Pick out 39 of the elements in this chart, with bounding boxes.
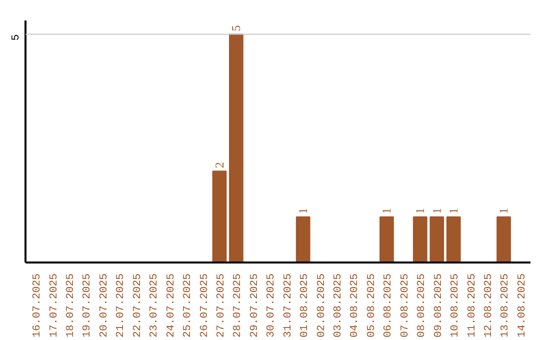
data-label: 1: [430, 208, 444, 214]
x-tick-label: 31.07.2025: [282, 273, 294, 338]
data-label: 2: [212, 162, 226, 168]
ref-line-label: 5: [10, 34, 22, 41]
x-tick-label: 26.07.2025: [198, 273, 211, 338]
x-tick-label: 08.08.2025: [416, 273, 428, 338]
x-tick-label: 03.08.2025: [332, 273, 345, 338]
x-tick-label: 27.07.2025: [215, 273, 228, 338]
x-tick-label: 17.07.2025: [48, 273, 60, 338]
data-label: 1: [496, 208, 511, 214]
data-label: 1: [296, 208, 310, 214]
x-tick-label: 22.07.2025: [132, 273, 144, 338]
x-tick-label: 25.07.2025: [182, 273, 194, 338]
x-tick-label: 23.07.2025: [148, 273, 161, 338]
x-tick-label: 20.07.2025: [98, 273, 110, 338]
x-tick-label: 12.08.2025: [483, 273, 496, 338]
data-label: 5: [229, 25, 244, 32]
x-tick-label: 19.07.2025: [82, 273, 94, 338]
x-tick-label: 07.08.2025: [399, 273, 412, 338]
data-label: 1: [413, 208, 428, 214]
x-tick-label: 05.08.2025: [366, 273, 378, 338]
data-label: 1: [380, 208, 394, 214]
x-tick-label: 11.08.2025: [466, 273, 478, 338]
x-tick-label: 02.08.2025: [316, 273, 328, 338]
x-tick-label: 01.08.2025: [299, 273, 312, 338]
x-tick-label: 14.08.2025: [516, 273, 528, 338]
x-tick-label: 24.07.2025: [165, 273, 178, 338]
x-tick-label: 04.08.2025: [349, 273, 362, 338]
data-label: 1: [446, 208, 461, 214]
x-tick-label: 06.08.2025: [382, 273, 395, 338]
x-tick-label: 30.07.2025: [266, 273, 278, 338]
x-tick-label: 09.08.2025: [432, 273, 445, 338]
x-tick-label: 13.08.2025: [500, 273, 512, 338]
x-tick-label: 21.07.2025: [115, 273, 128, 338]
x-tick-label: 18.07.2025: [64, 273, 77, 338]
x-tick-label: 29.07.2025: [248, 273, 261, 338]
x-tick-label: 28.07.2025: [232, 273, 244, 338]
x-tick-label: 16.07.2025: [32, 273, 44, 338]
x-tick-label: 10.08.2025: [450, 273, 462, 338]
